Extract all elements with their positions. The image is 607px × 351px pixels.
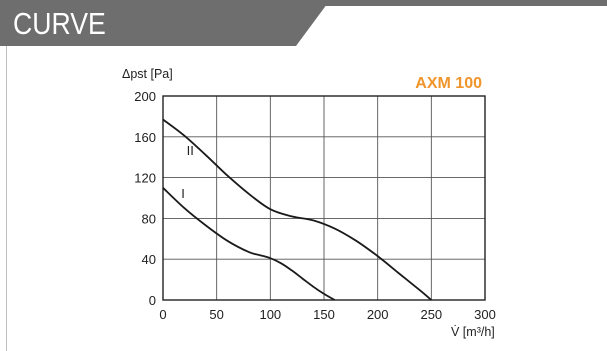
x-tick-label: 300	[474, 307, 496, 322]
y-tick-label: 40	[142, 252, 156, 267]
series-label-ii: II	[187, 143, 194, 158]
y-tick-label: 120	[134, 171, 156, 186]
chart-title: AXM 100	[415, 75, 482, 92]
chart-grid	[163, 96, 485, 300]
x-tick-label: 150	[313, 307, 335, 322]
plot-area	[162, 95, 486, 301]
series-lines	[162, 118, 432, 301]
y-tick-label: 160	[134, 130, 156, 145]
tick-labels: 0 50 100 150 200 250 300 0 40 80 120 160 200	[134, 89, 496, 322]
x-tick-label: 100	[259, 307, 281, 322]
section-title: CURVE	[13, 6, 106, 41]
header-tab-shape	[0, 0, 607, 46]
series-label-i: I	[181, 186, 185, 201]
x-tick-label: 200	[367, 307, 389, 322]
x-tick-label: 0	[159, 307, 166, 322]
x-axis-label: V̇ [m³/h]	[451, 325, 495, 339]
x-tick-label: 50	[209, 307, 223, 322]
header-bar: CURVE	[0, 0, 607, 46]
y-axis-label: Δpst [Pa]	[122, 67, 173, 81]
series-line-i	[162, 187, 336, 301]
y-tick-label: 200	[134, 89, 156, 104]
y-tick-label: 80	[142, 211, 156, 226]
series-line-ii	[162, 118, 432, 301]
x-tick-label: 250	[420, 307, 442, 322]
y-tick-label: 0	[149, 293, 156, 308]
frame-border	[6, 46, 7, 351]
